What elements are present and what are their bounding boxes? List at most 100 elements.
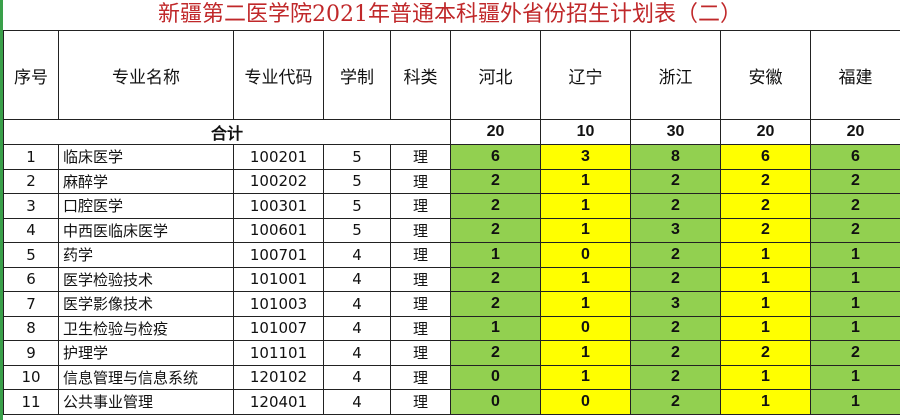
quota-cell[interactable]: 2 [630,242,721,268]
quota-cell[interactable]: 2 [450,168,541,194]
header-cell[interactable]: 安徽 [720,30,811,120]
header-cell[interactable]: 科类 [390,30,451,120]
row-number[interactable]: 10 [3,364,59,390]
quota-cell[interactable]: 2 [630,364,721,390]
quota-cell[interactable]: 2 [720,168,811,194]
header-cell[interactable]: 浙江 [630,30,721,120]
row-number[interactable]: 1 [3,144,59,170]
quota-cell[interactable]: 2 [720,217,811,243]
major-name[interactable]: 护理学 [58,340,234,366]
quota-cell[interactable]: 1 [720,266,811,292]
major-code[interactable]: 100202 [233,168,324,194]
row-number[interactable]: 4 [3,217,59,243]
quota-cell[interactable]: 1 [810,389,900,415]
quota-cell[interactable]: 2 [450,217,541,243]
major-name[interactable]: 医学影像技术 [58,291,234,317]
major-code[interactable]: 101003 [233,291,324,317]
row-number[interactable]: 2 [3,168,59,194]
quota-cell[interactable]: 0 [450,364,541,390]
program-years[interactable]: 4 [323,242,391,268]
quota-cell[interactable]: 3 [540,144,631,170]
quota-cell[interactable]: 1 [720,389,811,415]
major-code[interactable]: 100301 [233,193,324,219]
quota-cell[interactable]: 2 [450,266,541,292]
header-cell[interactable]: 专业名称 [58,30,234,120]
major-code[interactable]: 120401 [233,389,324,415]
subject-type[interactable]: 理 [390,168,451,194]
quota-cell[interactable]: 1 [540,364,631,390]
quota-cell[interactable]: 2 [630,193,721,219]
quota-cell[interactable]: 1 [540,217,631,243]
total-cell-0[interactable]: 20 [450,119,541,145]
quota-cell[interactable]: 1 [720,242,811,268]
quota-cell[interactable]: 1 [450,242,541,268]
quota-cell[interactable]: 2 [720,193,811,219]
row-number[interactable]: 3 [3,193,59,219]
program-years[interactable]: 5 [323,217,391,243]
major-code[interactable]: 100601 [233,217,324,243]
program-years[interactable]: 4 [323,340,391,366]
subject-type[interactable]: 理 [390,144,451,170]
total-label[interactable]: 合计 [3,119,451,145]
quota-cell[interactable]: 2 [720,340,811,366]
subject-type[interactable]: 理 [390,193,451,219]
row-number[interactable]: 7 [3,291,59,317]
row-number[interactable]: 5 [3,242,59,268]
quota-cell[interactable]: 1 [720,315,811,341]
quota-cell[interactable]: 1 [810,291,900,317]
subject-type[interactable]: 理 [390,217,451,243]
quota-cell[interactable]: 2 [630,168,721,194]
header-cell[interactable]: 辽宁 [540,30,631,120]
quota-cell[interactable]: 1 [810,266,900,292]
total-cell-2[interactable]: 30 [630,119,721,145]
program-years[interactable]: 5 [323,144,391,170]
major-name[interactable]: 医学检验技术 [58,266,234,292]
total-cell-1[interactable]: 10 [540,119,631,145]
row-number[interactable]: 11 [3,389,59,415]
major-code[interactable]: 101007 [233,315,324,341]
major-code[interactable]: 120102 [233,364,324,390]
header-cell[interactable]: 河北 [450,30,541,120]
quota-cell[interactable]: 1 [720,364,811,390]
quota-cell[interactable]: 2 [630,315,721,341]
major-name[interactable]: 卫生检验与检疫 [58,315,234,341]
quota-cell[interactable]: 1 [540,168,631,194]
quota-cell[interactable]: 2 [450,340,541,366]
quota-cell[interactable]: 8 [630,144,721,170]
quota-cell[interactable]: 2 [810,168,900,194]
major-code[interactable]: 100701 [233,242,324,268]
quota-cell[interactable]: 2 [630,340,721,366]
quota-cell[interactable]: 1 [450,315,541,341]
program-years[interactable]: 5 [323,193,391,219]
major-name[interactable]: 口腔医学 [58,193,234,219]
program-years[interactable]: 4 [323,389,391,415]
major-code[interactable]: 101001 [233,266,324,292]
program-years[interactable]: 4 [323,315,391,341]
quota-cell[interactable]: 2 [810,340,900,366]
subject-type[interactable]: 理 [390,340,451,366]
quota-cell[interactable]: 0 [540,315,631,341]
quota-cell[interactable]: 1 [810,364,900,390]
quota-cell[interactable]: 1 [810,315,900,341]
quota-cell[interactable]: 0 [540,389,631,415]
quota-cell[interactable]: 6 [810,144,900,170]
quota-cell[interactable]: 1 [540,340,631,366]
quota-cell[interactable]: 2 [450,291,541,317]
program-years[interactable]: 4 [323,364,391,390]
quota-cell[interactable]: 1 [540,193,631,219]
header-cell[interactable]: 序号 [3,30,59,120]
subject-type[interactable]: 理 [390,291,451,317]
quota-cell[interactable]: 1 [540,291,631,317]
quota-cell[interactable]: 0 [540,242,631,268]
program-years[interactable]: 4 [323,291,391,317]
quota-cell[interactable]: 3 [630,291,721,317]
row-number[interactable]: 6 [3,266,59,292]
header-cell[interactable]: 福建 [810,30,900,120]
major-code[interactable]: 101101 [233,340,324,366]
header-cell[interactable]: 学制 [323,30,391,120]
quota-cell[interactable]: 1 [810,242,900,268]
quota-cell[interactable]: 1 [720,291,811,317]
header-cell[interactable]: 专业代码 [233,30,324,120]
subject-type[interactable]: 理 [390,266,451,292]
quota-cell[interactable]: 2 [450,193,541,219]
